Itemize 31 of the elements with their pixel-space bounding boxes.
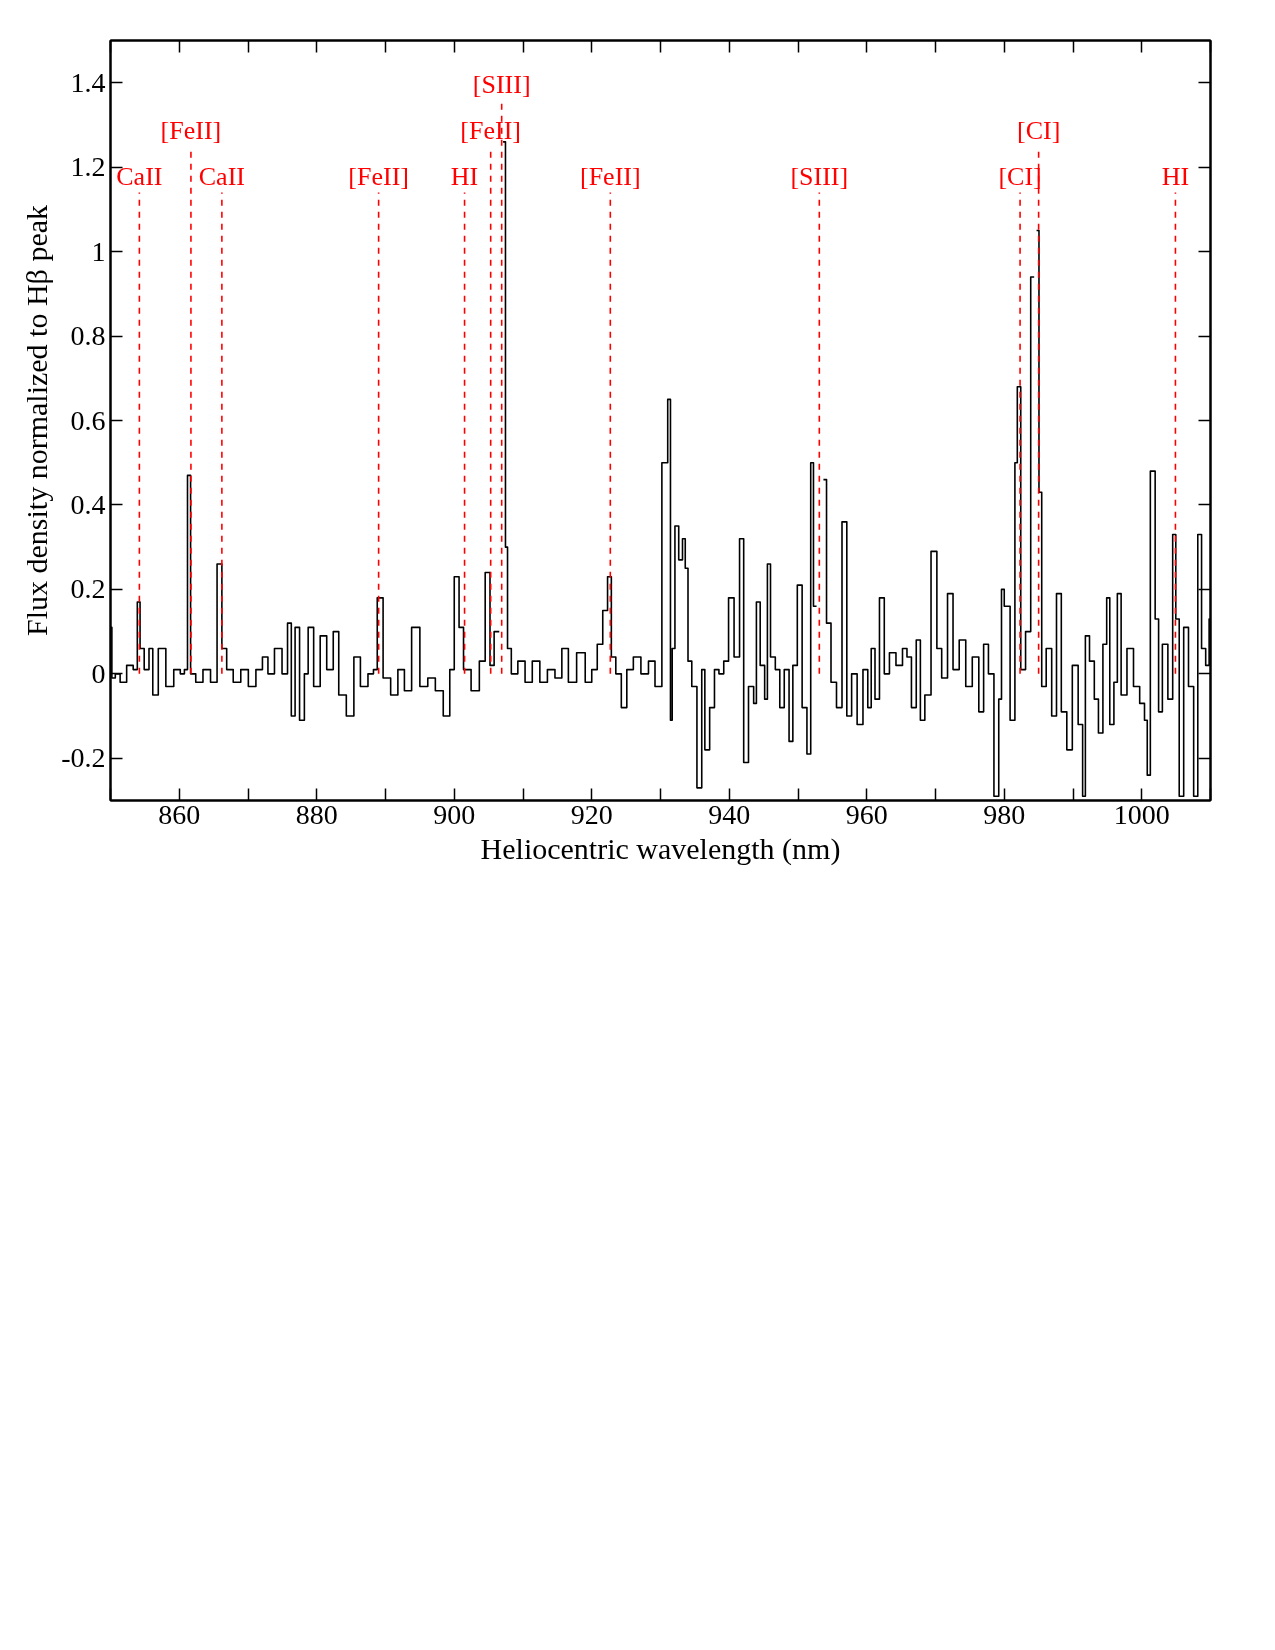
x-tick-label: 980	[983, 798, 1026, 830]
y-axis-title: Flux density normalized to Hβ peak	[20, 204, 54, 637]
ref-line-label: HI	[450, 161, 479, 191]
ref-line-label: [FeII]	[580, 161, 641, 191]
x-tick-label: 940	[708, 798, 751, 830]
ref-line-label: [FeII]	[460, 115, 522, 145]
x-axis-title: Heliocentric wavelength (nm)	[480, 831, 841, 866]
ref-line-label: [CI]	[1016, 115, 1061, 145]
y-tick-label: 1.2	[70, 151, 106, 183]
ref-line-label: CaII	[116, 161, 163, 191]
x-tick-label: 920	[570, 798, 613, 830]
ref-line-label: [CI]	[998, 161, 1042, 191]
ref-line-label: CaII	[198, 161, 245, 191]
y-tick-label: 0.2	[70, 573, 106, 605]
ref-line-label: [SIII]	[472, 70, 531, 100]
ref-line-label: [FeII]	[160, 115, 222, 145]
ref-line-label: [FeII]	[348, 161, 409, 191]
y-tick-label: 1.4	[70, 66, 106, 98]
x-tick-label: 1000	[1113, 798, 1170, 830]
x-tick-label: 880	[295, 798, 338, 830]
x-tick-label: 860	[158, 798, 201, 830]
y-tick-label: 0	[91, 657, 106, 689]
y-tick-label: 0.6	[70, 404, 106, 436]
ref-line-label: HI	[1161, 161, 1190, 191]
ref-line-label: [SIII]	[790, 161, 849, 191]
y-tick-label: -0.2	[61, 742, 106, 774]
y-tick-label: 0.4	[70, 488, 106, 520]
x-tick-label: 900	[433, 798, 476, 830]
x-tick-label: 960	[845, 798, 888, 830]
y-tick-label: 1	[91, 235, 106, 267]
y-tick-label: 0.8	[70, 320, 106, 352]
